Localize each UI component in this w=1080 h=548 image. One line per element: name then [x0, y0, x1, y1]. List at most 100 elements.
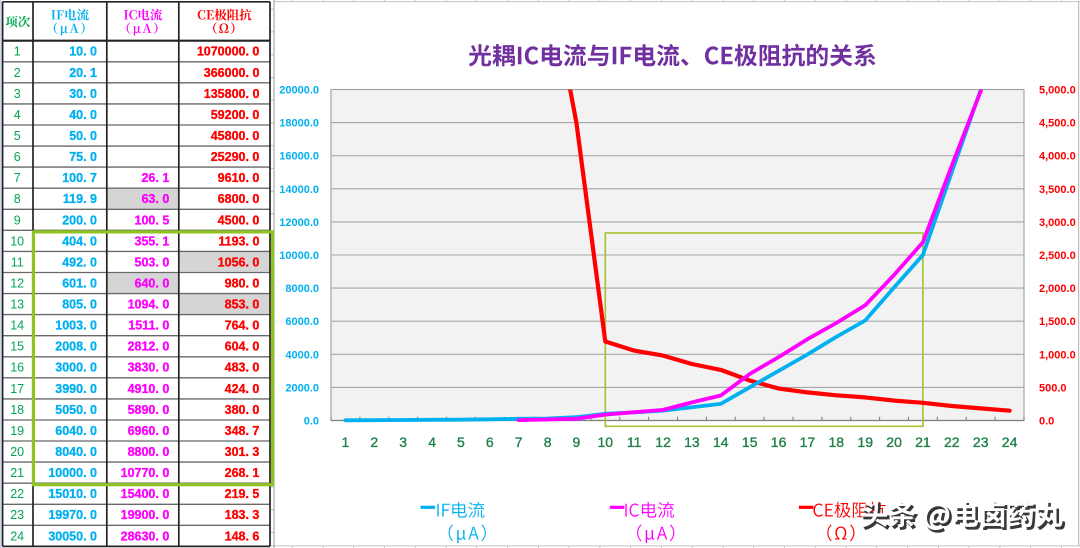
svg-text:4: 4	[14, 108, 21, 122]
svg-text:16000.0: 16000.0	[279, 151, 319, 163]
svg-text:59200. 0: 59200. 0	[211, 108, 260, 122]
svg-text:8: 8	[14, 192, 21, 206]
svg-text:3,500.0: 3,500.0	[1039, 184, 1076, 196]
svg-text:19: 19	[10, 424, 24, 438]
svg-text:3,000.0: 3,000.0	[1039, 217, 1076, 229]
svg-text:30. 0: 30. 0	[69, 87, 97, 101]
svg-text:13: 13	[684, 434, 700, 450]
svg-text:8000.0: 8000.0	[285, 283, 319, 295]
svg-text:348. 7: 348. 7	[225, 424, 260, 438]
svg-text:604. 0: 604. 0	[225, 340, 260, 354]
svg-text:424. 0: 424. 0	[225, 382, 260, 396]
svg-text:7: 7	[14, 171, 21, 185]
svg-text:4,000.0: 4,000.0	[1039, 151, 1076, 163]
svg-text:1094. 0: 1094. 0	[128, 298, 170, 312]
svg-text:404. 0: 404. 0	[62, 234, 97, 248]
svg-text:1: 1	[342, 434, 350, 450]
svg-text:14: 14	[713, 434, 729, 450]
svg-text:26. 1: 26. 1	[141, 171, 169, 185]
svg-text:24: 24	[1002, 434, 1018, 450]
svg-text:1056. 0: 1056. 0	[218, 255, 260, 269]
svg-text:8040. 0: 8040. 0	[55, 445, 97, 459]
svg-text:63. 0: 63. 0	[141, 192, 169, 206]
svg-text:10000.0: 10000.0	[279, 250, 319, 262]
svg-text:10000. 0: 10000. 0	[48, 466, 97, 480]
svg-text:3990. 0: 3990. 0	[55, 382, 97, 396]
svg-text:16: 16	[10, 361, 24, 375]
svg-text:7: 7	[515, 434, 523, 450]
svg-text:21: 21	[915, 434, 931, 450]
svg-text:25290. 0: 25290. 0	[211, 150, 260, 164]
svg-text:23: 23	[10, 508, 24, 522]
svg-text:8: 8	[544, 434, 552, 450]
svg-text:119. 9: 119. 9	[63, 192, 97, 206]
svg-text:4: 4	[428, 434, 436, 450]
svg-text:640. 0: 640. 0	[135, 277, 170, 291]
svg-text:10770. 0: 10770. 0	[121, 466, 170, 480]
svg-text:11: 11	[627, 434, 642, 450]
svg-text:40. 0: 40. 0	[69, 108, 97, 122]
svg-text:5,000.0: 5,000.0	[1039, 85, 1076, 97]
svg-text:2,500.0: 2,500.0	[1039, 250, 1076, 262]
svg-text:100. 5: 100. 5	[135, 213, 170, 227]
svg-text:19970. 0: 19970. 0	[48, 508, 97, 522]
svg-text:20. 1: 20. 1	[69, 66, 97, 80]
svg-text:1003. 0: 1003. 0	[55, 319, 97, 333]
svg-text:12: 12	[655, 434, 671, 450]
svg-text:20: 20	[10, 445, 24, 459]
svg-text:16: 16	[771, 434, 787, 450]
svg-text:18000.0: 18000.0	[279, 118, 319, 130]
svg-text:853. 0: 853. 0	[225, 298, 260, 312]
svg-text:11: 11	[11, 255, 24, 269]
svg-text:2008. 0: 2008. 0	[55, 340, 97, 354]
svg-text:5890. 0: 5890. 0	[128, 403, 170, 417]
svg-text:21: 21	[10, 466, 24, 480]
svg-text:13: 13	[10, 298, 24, 312]
svg-text:6800. 0: 6800. 0	[218, 192, 260, 206]
svg-text:148. 6: 148. 6	[225, 529, 260, 543]
svg-text:764. 0: 764. 0	[225, 319, 260, 333]
svg-text:380. 0: 380. 0	[225, 403, 260, 417]
svg-text:18: 18	[829, 434, 845, 450]
svg-text:2000.0: 2000.0	[285, 382, 319, 394]
svg-text:5: 5	[14, 129, 21, 143]
svg-text:6960. 0: 6960. 0	[128, 424, 170, 438]
svg-text:503. 0: 503. 0	[135, 255, 170, 269]
svg-text:8800. 0: 8800. 0	[128, 445, 170, 459]
svg-text:3000. 0: 3000. 0	[55, 361, 97, 375]
svg-text:268. 1: 268. 1	[225, 466, 260, 480]
svg-text:4000.0: 4000.0	[285, 349, 319, 361]
svg-text:19: 19	[857, 434, 873, 450]
svg-text:200. 0: 200. 0	[62, 213, 97, 227]
svg-text:0.0: 0.0	[304, 416, 319, 428]
svg-text:219. 5: 219. 5	[225, 487, 260, 501]
svg-text:3: 3	[399, 434, 407, 450]
svg-text:22: 22	[944, 434, 960, 450]
svg-text:6: 6	[486, 434, 494, 450]
svg-text:17: 17	[800, 434, 816, 450]
svg-text:9: 9	[573, 434, 581, 450]
svg-text:1,000.0: 1,000.0	[1039, 349, 1076, 361]
svg-text:2: 2	[370, 434, 378, 450]
svg-text:50. 0: 50. 0	[69, 129, 97, 143]
svg-text:22: 22	[10, 487, 24, 501]
svg-text:75. 0: 75. 0	[69, 150, 97, 164]
svg-text:20000.0: 20000.0	[279, 85, 319, 97]
svg-text:0.0: 0.0	[1039, 416, 1054, 428]
svg-text:183. 3: 183. 3	[225, 508, 260, 522]
svg-text:9: 9	[14, 213, 21, 227]
svg-text:2: 2	[14, 66, 21, 80]
svg-text:17: 17	[10, 382, 24, 396]
svg-text:20: 20	[886, 434, 902, 450]
svg-text:805. 0: 805. 0	[62, 298, 97, 312]
svg-text:6: 6	[14, 150, 21, 164]
svg-text:24: 24	[10, 529, 24, 543]
svg-text:601. 0: 601. 0	[62, 277, 97, 291]
svg-text:10: 10	[598, 434, 614, 450]
svg-text:2,000.0: 2,000.0	[1039, 283, 1076, 295]
svg-text:23: 23	[973, 434, 989, 450]
svg-text:980. 0: 980. 0	[225, 277, 260, 291]
svg-text:15400. 0: 15400. 0	[121, 487, 170, 501]
svg-text:15010. 0: 15010. 0	[48, 487, 97, 501]
svg-text:4,500.0: 4,500.0	[1039, 118, 1076, 130]
